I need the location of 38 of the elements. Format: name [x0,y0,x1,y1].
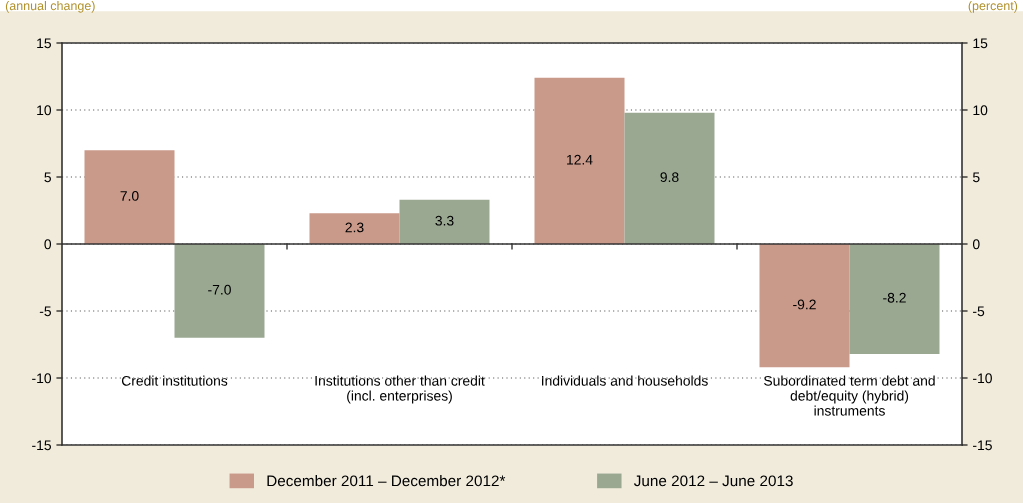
y2-tick-label: 15 [973,38,988,49]
y-tick-label: 15 [37,38,51,49]
y-tick-label: 10 [37,105,52,116]
data-label: -8.2 [883,292,906,303]
bar [399,199,490,244]
y2-tick-label: -15 [973,440,992,451]
y2-tick-label: 10 [973,105,988,116]
x-tick-label: Institutions other than credit (incl. enterprises) [315,375,485,404]
bar [534,77,625,244]
data-label: 3.3 [435,215,454,226]
legend-label: December 2011 – December 2012* [267,475,506,487]
y2-tick-label: -5 [973,306,985,317]
data-label: 12.4 [567,154,593,165]
y-tick-label: 0 [44,239,52,250]
bar [624,112,715,244]
bar [174,244,265,338]
text: (annual change) [5,1,95,13]
y-tick-label: -15 [32,440,51,451]
data-label: 2.3 [345,222,364,233]
data-label: 7.0 [120,190,139,201]
x-tick-label: Credit institutions [121,375,228,386]
y2-tick-label: 0 [972,239,980,250]
y2-tick-label: 5 [972,172,980,183]
data-label: -9.2 [793,299,816,310]
legend-label: June 2012 – June 2013 [633,475,793,487]
y-tick-label: -10 [32,373,52,384]
y2-tick-label: -10 [973,373,992,384]
y-tick-label: -5 [39,306,51,317]
bar [309,213,400,244]
bar [849,244,940,354]
data-label: 9.8 [660,172,679,183]
y-tick-label: 5 [44,172,51,183]
x-tick-label: Subordinated term debt and debt/equity (hybrid) instruments [764,375,935,416]
bar [759,244,850,368]
data-label: -7.0 [208,284,231,295]
bar [84,150,175,244]
x-tick-label: Individuals and households [542,375,708,386]
text: (percent) [968,1,1018,13]
